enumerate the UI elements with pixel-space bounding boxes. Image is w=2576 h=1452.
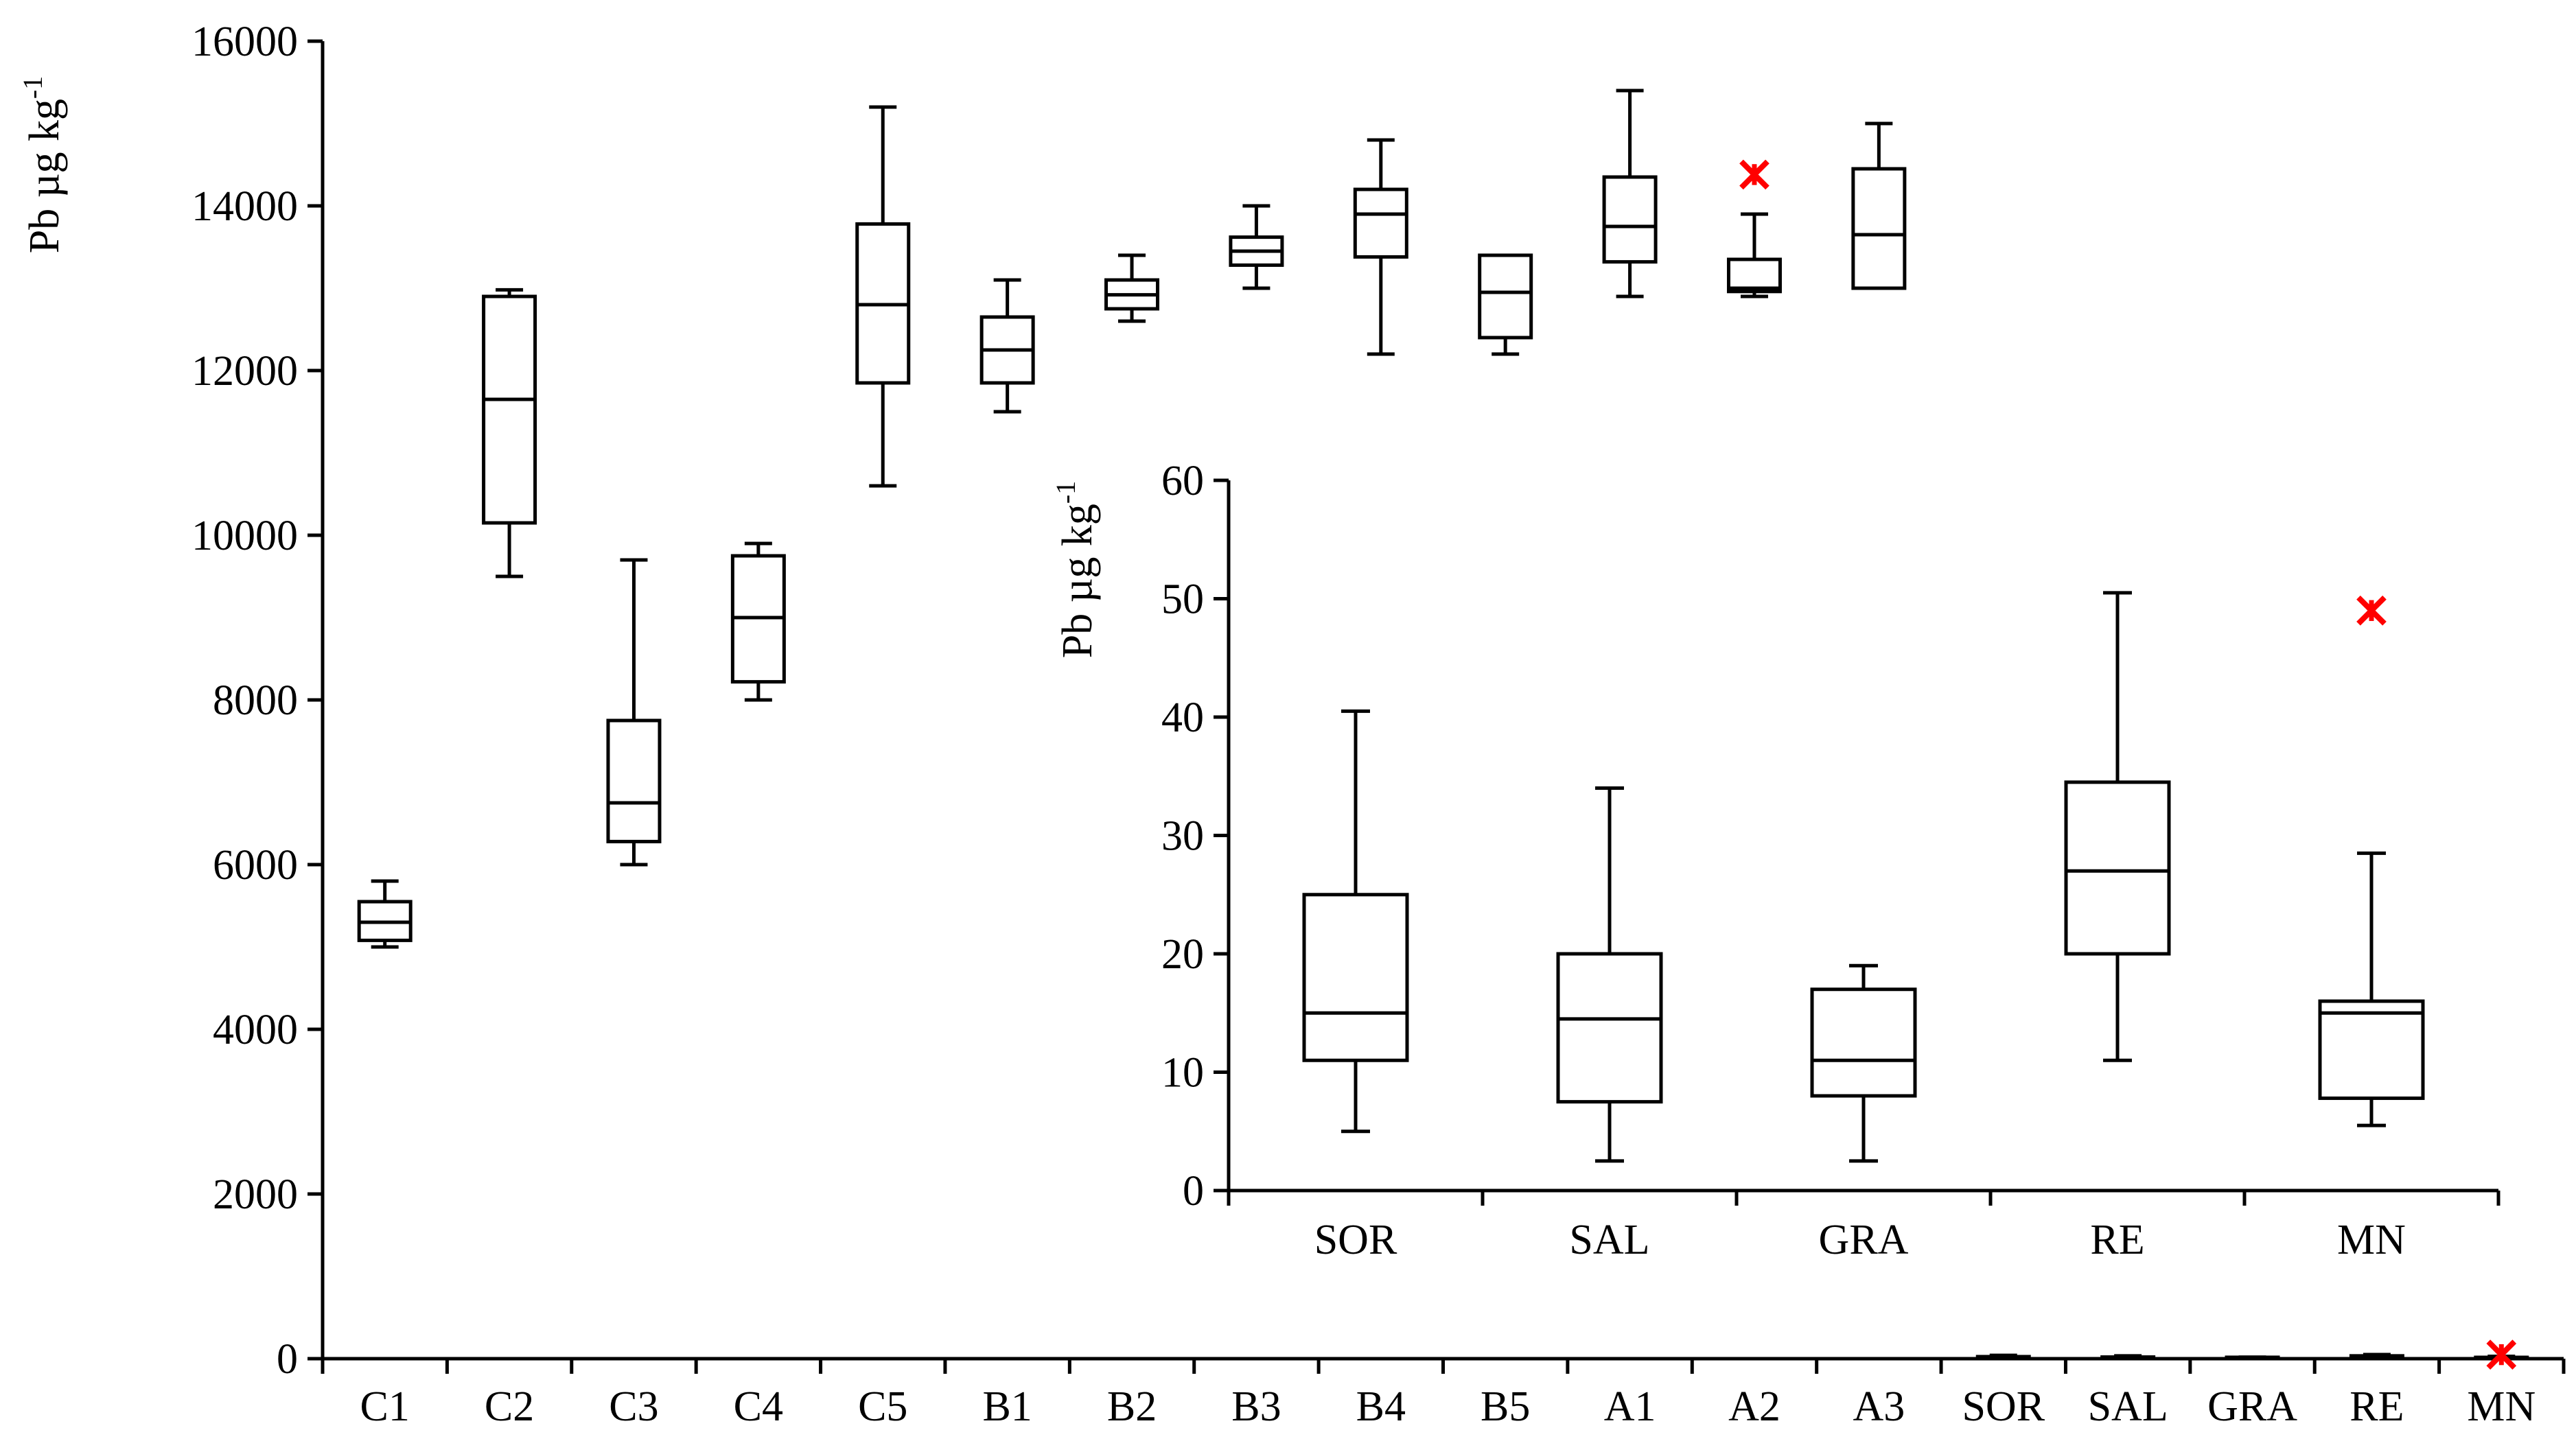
x-tick-label-a3: A3 — [1853, 1383, 1905, 1430]
box-a1 — [1602, 89, 1658, 298]
box-c5 — [855, 105, 911, 488]
inset-chart: 0 10 20 30 40 50 60 SOR SAL GRA RE MN Pb µg kg-1 — [1050, 446, 2540, 1290]
y-tick-label: 0 — [1183, 1168, 1204, 1215]
y-tick-label: 0 — [277, 1336, 298, 1383]
y-tick-label: 50 — [1161, 576, 1204, 623]
box-b2 — [1104, 253, 1160, 323]
y-axis-title-text: Pb µg kg — [21, 99, 68, 253]
x-tick-label-b1: B1 — [982, 1383, 1032, 1430]
x-tick-label-mn: MN — [2467, 1383, 2536, 1430]
y-tick-label: 40 — [1161, 694, 1204, 741]
x-tick-label-a1: A1 — [1604, 1383, 1656, 1430]
box-sor — [1302, 709, 1409, 1134]
y-axis-title-text: Pb µg kg — [1054, 504, 1101, 658]
box-c1 — [357, 879, 413, 949]
x-tick-label-mn: MN — [2337, 1217, 2406, 1263]
y-tick-label: 60 — [1161, 458, 1204, 504]
x-tick-label-re: RE — [2090, 1217, 2144, 1263]
x-tick-label-c4: C4 — [734, 1383, 783, 1430]
x-tick-label-c3: C3 — [609, 1383, 658, 1430]
box-c4 — [730, 541, 786, 702]
y-tick-label: 4000 — [213, 1007, 298, 1053]
x-tick-label-sor: SOR — [1962, 1383, 2045, 1430]
box-b5 — [1478, 253, 1533, 356]
iqr-box — [1602, 175, 1658, 264]
iqr-box — [1478, 253, 1533, 340]
y-tick-label: 20 — [1161, 931, 1204, 978]
y-tick-label: 10 — [1161, 1050, 1204, 1097]
x-tick-label-sor: SOR — [1314, 1217, 1397, 1263]
box-sal — [2100, 1354, 2156, 1361]
x-tick-label-b2: B2 — [1107, 1383, 1157, 1430]
y-tick-label: 10000 — [192, 513, 298, 559]
box-c2 — [482, 288, 537, 578]
box-sal — [1556, 786, 1663, 1163]
x-tick-label-a2: A2 — [1728, 1383, 1780, 1430]
iqr-box — [2318, 999, 2425, 1100]
x-tick-label-c5: C5 — [858, 1383, 907, 1430]
outlier-marker-mn — [2356, 595, 2387, 626]
y-tick-label: 16000 — [192, 19, 298, 65]
outlier-marker-mn — [2486, 1339, 2517, 1370]
x-tick-label-gra: GRA — [2207, 1383, 2297, 1430]
y-axis-title-superscript: -1 — [17, 76, 48, 99]
x-tick-label-re: RE — [2349, 1383, 2404, 1430]
box-c3 — [606, 558, 662, 867]
y-tick-label: 6000 — [213, 842, 298, 889]
x-tick-label-sal: SAL — [1569, 1217, 1649, 1263]
x-tick-label-b3: B3 — [1231, 1383, 1281, 1430]
iqr-box — [1726, 257, 1782, 294]
iqr-box — [1353, 187, 1408, 259]
iqr-box — [1851, 167, 1907, 290]
main-chart: 0 2000 4000 6000 8000 10000 12000 14000 16000 C1 C… — [17, 19, 2566, 1430]
x-tick-label-c2: C2 — [485, 1383, 534, 1430]
y-axis-title: Pb µg kg-1 — [1050, 481, 1101, 659]
x-tick-label-sal: SAL — [2088, 1383, 2168, 1430]
box-gra — [1810, 963, 1917, 1163]
box-gra — [2225, 1355, 2280, 1361]
iqr-box — [1810, 987, 1917, 1098]
box-sor — [1975, 1353, 2031, 1360]
iqr-box — [1556, 952, 1663, 1104]
box-b4 — [1353, 138, 1408, 356]
iqr-box — [1302, 893, 1409, 1062]
x-tick-label-c1: C1 — [360, 1383, 410, 1430]
y-axis-title: Pb µg kg-1 — [17, 76, 68, 254]
x-tick-label-gra: GRA — [1819, 1217, 1909, 1263]
iqr-box — [606, 718, 662, 843]
box-b3 — [1229, 204, 1284, 290]
box-re — [2349, 1353, 2404, 1360]
y-tick-label: 14000 — [192, 183, 298, 230]
y-tick-label: 12000 — [192, 348, 298, 395]
iqr-box — [482, 294, 537, 525]
iqr-box — [2064, 780, 2171, 956]
y-tick-label: 2000 — [213, 1171, 298, 1218]
box-a2 — [1726, 212, 1782, 298]
box-re — [2064, 591, 2171, 1062]
y-tick-label: 30 — [1161, 813, 1204, 860]
y-axis-title-superscript: -1 — [1050, 481, 1081, 504]
box-b1 — [979, 278, 1035, 414]
box-mn — [2318, 851, 2425, 1127]
outlier-marker-a2 — [1739, 159, 1769, 190]
inset-background — [1071, 446, 2540, 1290]
x-tick-label-b4: B4 — [1356, 1383, 1406, 1430]
box-a3 — [1851, 121, 1907, 290]
x-tick-label-b5: B5 — [1481, 1383, 1530, 1430]
y-tick-label: 8000 — [213, 677, 298, 724]
